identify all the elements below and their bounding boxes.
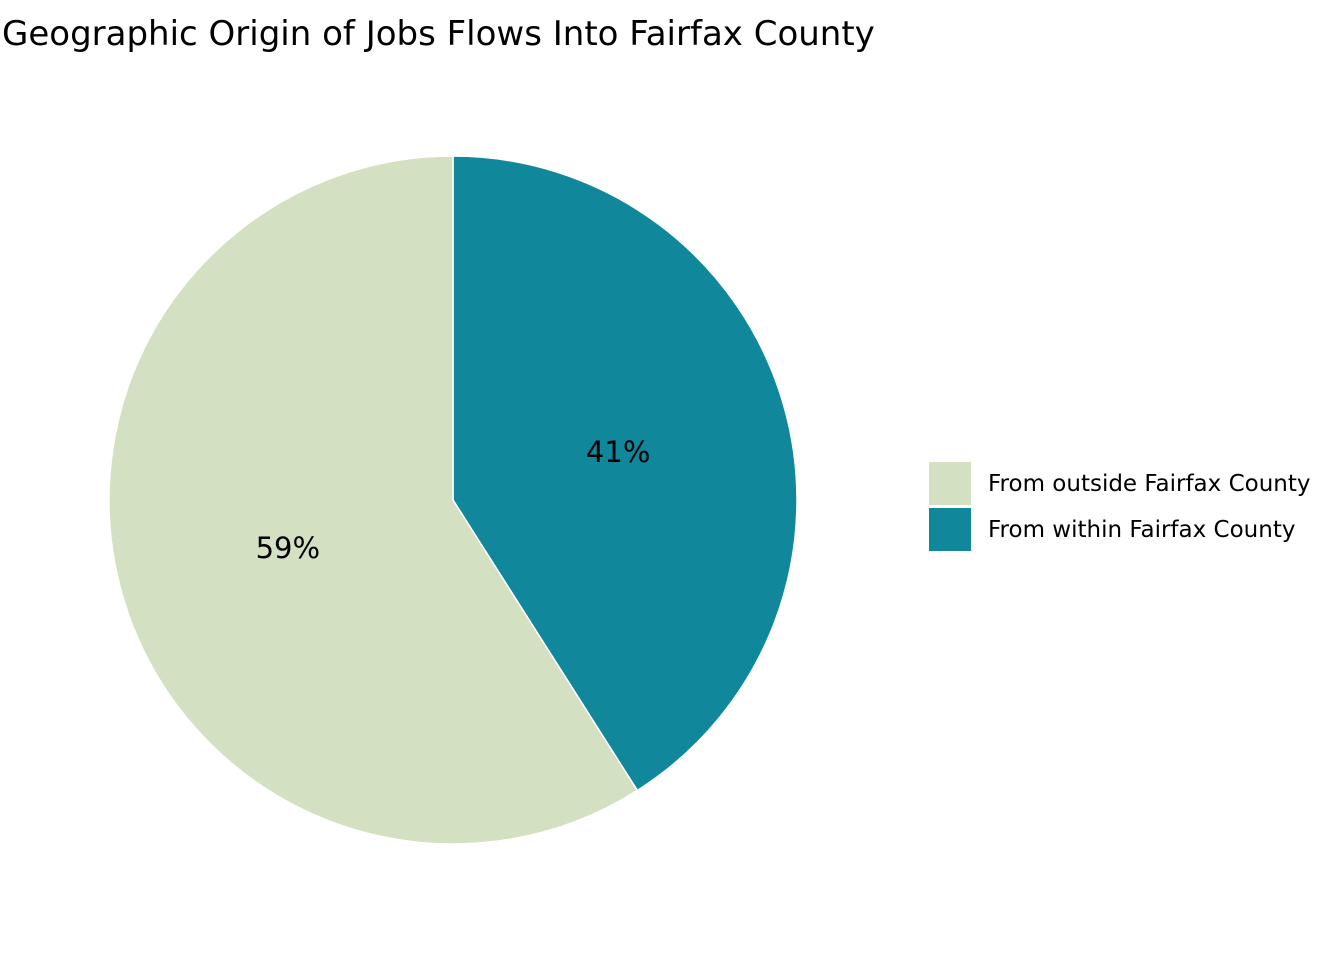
- legend-swatch-outside: [929, 462, 971, 505]
- legend: From outside Fairfax County From within …: [929, 462, 1310, 554]
- legend-label-outside: From outside Fairfax County: [988, 470, 1311, 497]
- legend-item-outside: From outside Fairfax County: [929, 462, 1310, 505]
- chart-title: Geographic Origin of Jobs Flows Into Fai…: [2, 14, 875, 54]
- legend-item-within: From within Fairfax County: [929, 508, 1310, 551]
- slice-label-within: 41%: [586, 435, 650, 469]
- pie-slice-within: [452, 155, 798, 792]
- slice-label-outside: 59%: [256, 531, 320, 565]
- legend-label-within: From within Fairfax County: [988, 516, 1296, 543]
- legend-swatch-within: [929, 508, 971, 551]
- pie-slice-outside: [108, 155, 639, 845]
